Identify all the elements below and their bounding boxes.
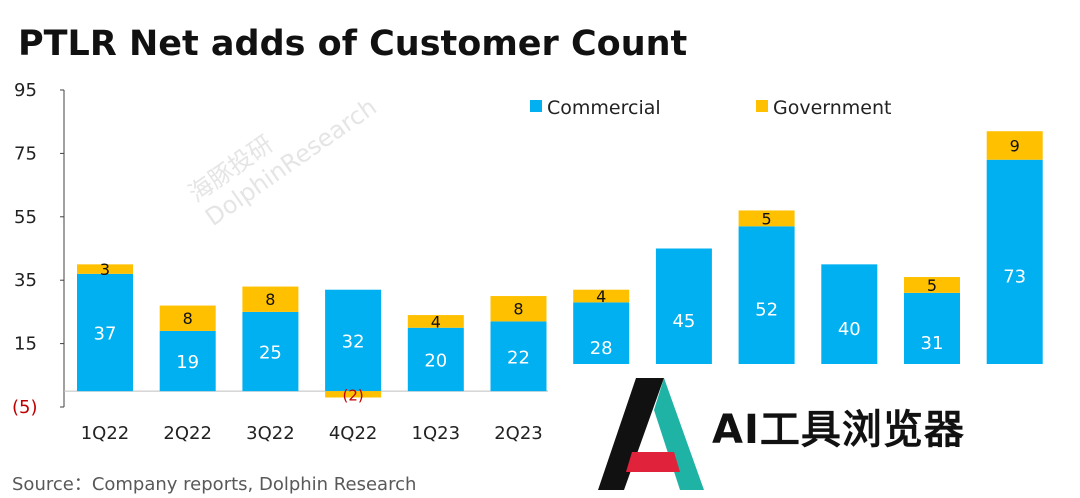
label-government-3Q22: 8 (265, 290, 275, 309)
source-note: Source：Company reports, Dolphin Research (12, 474, 417, 495)
bar-government-4Q24 (986, 131, 1043, 160)
label-government-1Q24: 5 (762, 209, 772, 228)
label-commercial-3Q23: 28 (590, 338, 613, 359)
bar-government-1Q23 (407, 315, 464, 328)
bar-government-3Q24 (904, 277, 960, 293)
bar-government-1Q22 (77, 264, 133, 274)
bar-commercial-4Q24 (986, 159, 1043, 392)
label-commercial-2Q22: 19 (176, 352, 199, 373)
brand-logo-icon (598, 378, 704, 490)
x-tick-label-3Q22: 3Q22 (246, 423, 295, 444)
y-tick-label: 15 (14, 334, 37, 355)
label-commercial-4Q23: 45 (672, 311, 695, 332)
x-tick-label-2Q23: 2Q23 (494, 423, 543, 444)
label-government-2Q22: 8 (183, 309, 193, 328)
bar-commercial-2Q23 (490, 321, 547, 392)
x-axis-labels: 1Q22 2Q22 3Q22 4Q22 1Q23 2Q23 (81, 423, 543, 444)
bar-government-4Q22 (325, 391, 382, 398)
brand-logo-right-stroke (654, 378, 704, 490)
y-axis: 95 75 55 35 15 (5) (12, 80, 548, 418)
label-government-3Q24: 5 (927, 276, 937, 295)
label-commercial-4Q24: 73 (1003, 266, 1026, 287)
label-government-3Q23: 4 (596, 287, 606, 306)
label-commercial-1Q24: 52 (755, 300, 778, 321)
y-tick-label: 95 (14, 80, 37, 101)
brand-text: AI工具浏览器 (712, 407, 965, 453)
brand-overlay (548, 364, 1080, 498)
x-tick-label-4Q22: 4Q22 (329, 423, 378, 444)
legend-label-government: Government (773, 97, 892, 119)
bar-government-1Q24 (738, 210, 795, 227)
legend-label-commercial: Commercial (547, 97, 661, 119)
bar-commercial-1Q24 (738, 226, 795, 392)
label-government-2Q23: 8 (513, 300, 523, 319)
x-tick-label-2Q22: 2Q22 (163, 423, 212, 444)
chart-title: PTLR Net adds of Customer Count (18, 24, 688, 64)
legend-swatch-commercial (530, 100, 542, 112)
bar-commercial-2Q22 (159, 330, 216, 392)
label-government-1Q22: 3 (100, 260, 110, 279)
bar-commercial-1Q22 (77, 273, 133, 392)
label-commercial-2Q24: 40 (838, 319, 861, 340)
bar-commercial-1Q23 (407, 327, 464, 392)
brand-logo-bar (626, 452, 680, 472)
bar-commercial-3Q22 (242, 311, 299, 392)
y-tick-label: (5) (12, 397, 38, 418)
y-tick-label: 35 (14, 270, 37, 291)
label-commercial-1Q23: 20 (424, 350, 447, 371)
legend-swatch-government (756, 100, 768, 112)
label-commercial-4Q22: 32 (342, 331, 365, 352)
y-tick-label: 75 (14, 143, 37, 164)
bar-government-3Q22 (242, 286, 299, 312)
label-government-1Q23: 4 (431, 312, 441, 331)
label-government-4Q22: (2) (342, 386, 363, 404)
bar-government-2Q23 (490, 296, 547, 322)
bar-commercial-4Q22 (325, 289, 382, 392)
bar-government-3Q23 (573, 289, 630, 303)
y-tick-label: 55 (14, 207, 37, 228)
label-government-4Q24: 9 (1010, 136, 1020, 155)
label-commercial-3Q24: 31 (921, 333, 944, 354)
brand-logo-left-stroke (598, 378, 664, 490)
x-tick-label-1Q22: 1Q22 (81, 423, 130, 444)
label-commercial-3Q22: 25 (259, 343, 282, 364)
label-commercial-1Q22: 37 (94, 324, 117, 345)
x-tick-label-1Q23: 1Q23 (412, 423, 461, 444)
bar-government-2Q22 (159, 305, 216, 331)
legend: Commercial Government (530, 97, 892, 119)
label-commercial-2Q23: 22 (507, 347, 530, 368)
